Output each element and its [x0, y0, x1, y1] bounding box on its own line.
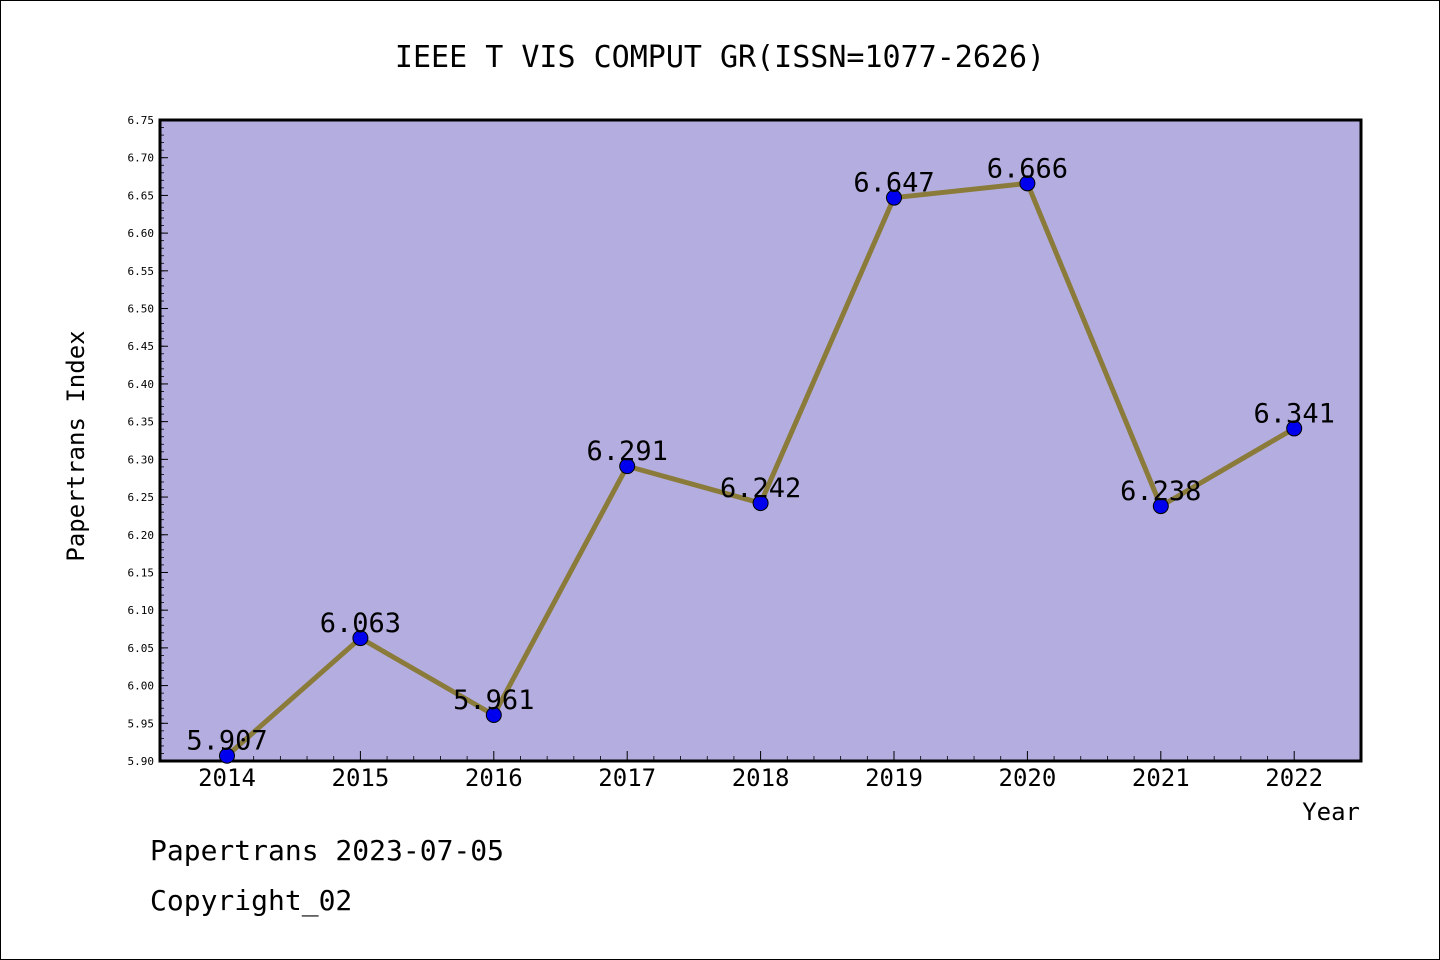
- data-markers: [219, 175, 1303, 764]
- x-tick-label: 2017: [598, 764, 656, 792]
- data-label: 6.666: [987, 153, 1068, 184]
- chart-title: IEEE T VIS COMPUT GR(ISSN=1077-2626): [395, 40, 1045, 75]
- x-tick-label: 2014: [198, 764, 256, 792]
- data-labels: 5.907 6.063 5.961 6.291 6.242 6.647 6.666 6.238…: [186, 153, 1334, 756]
- data-label: 6.291: [587, 436, 668, 467]
- data-label: 6.238: [1120, 476, 1201, 507]
- x-tick-label: 2022: [1265, 764, 1323, 792]
- y-tick-label: 6.55: [128, 265, 155, 278]
- y-tick-label: 6.50: [128, 303, 155, 316]
- data-label: 5.961: [453, 685, 534, 716]
- y-tick-label: 6.65: [128, 189, 155, 202]
- x-axis-label: Year: [1302, 798, 1360, 826]
- x-tick-label: 2020: [999, 764, 1057, 792]
- y-tick-label: 6.40: [128, 378, 155, 391]
- data-label: 6.341: [1254, 398, 1335, 429]
- data-point: [1286, 420, 1303, 437]
- y-tick-label: 6.60: [128, 227, 155, 240]
- y-tick-label: 6.10: [128, 604, 155, 617]
- data-point: [619, 458, 636, 475]
- x-tick-label: 2016: [465, 764, 523, 792]
- footer-copyright-text: Copyright_02: [150, 884, 353, 917]
- x-axis: 2014 2015 2016 2017 2018 2019 2020 2021 2022: [198, 751, 1323, 792]
- y-tick-label: 6.15: [128, 566, 155, 579]
- data-point: [485, 706, 502, 723]
- data-point: [219, 747, 235, 764]
- y-axis-label: Papertrans Index: [62, 330, 90, 561]
- x-tick-label: 2018: [732, 764, 790, 792]
- data-point: [352, 630, 369, 647]
- footer-date-text: Papertrans 2023-07-05: [150, 834, 505, 867]
- y-tick-label: 5.95: [128, 717, 155, 730]
- y-tick-label: 6.05: [128, 642, 155, 655]
- data-label: 6.242: [720, 473, 801, 504]
- data-label: 6.063: [320, 608, 401, 639]
- y-tick-label: 6.20: [128, 529, 155, 542]
- data-point: [1152, 498, 1169, 515]
- y-tick-label: 6.70: [128, 152, 155, 165]
- data-point: [752, 495, 769, 512]
- x-tick-label: 2021: [1132, 764, 1190, 792]
- data-point: [1019, 175, 1036, 192]
- y-tick-label: 5.90: [128, 755, 155, 768]
- data-label: 6.647: [853, 168, 934, 199]
- y-tick-label: 6.25: [128, 491, 155, 504]
- data-point: [886, 189, 902, 206]
- y-axis: 5.90 5.95 6.00 6.05 6.10 6.15 6.20 6.25 6.30 6.35…: [128, 114, 168, 768]
- y-tick-label: 6.30: [128, 453, 155, 466]
- y-tick-label: 6.00: [128, 680, 155, 693]
- data-label: 5.907: [186, 726, 267, 757]
- x-tick-label: 2019: [865, 764, 923, 792]
- x-tick-label: 2015: [332, 764, 390, 792]
- y-tick-label: 6.45: [128, 340, 155, 353]
- y-tick-label: 6.75: [128, 114, 155, 127]
- plot-area: [158, 118, 1363, 763]
- y-tick-label: 6.35: [128, 416, 155, 429]
